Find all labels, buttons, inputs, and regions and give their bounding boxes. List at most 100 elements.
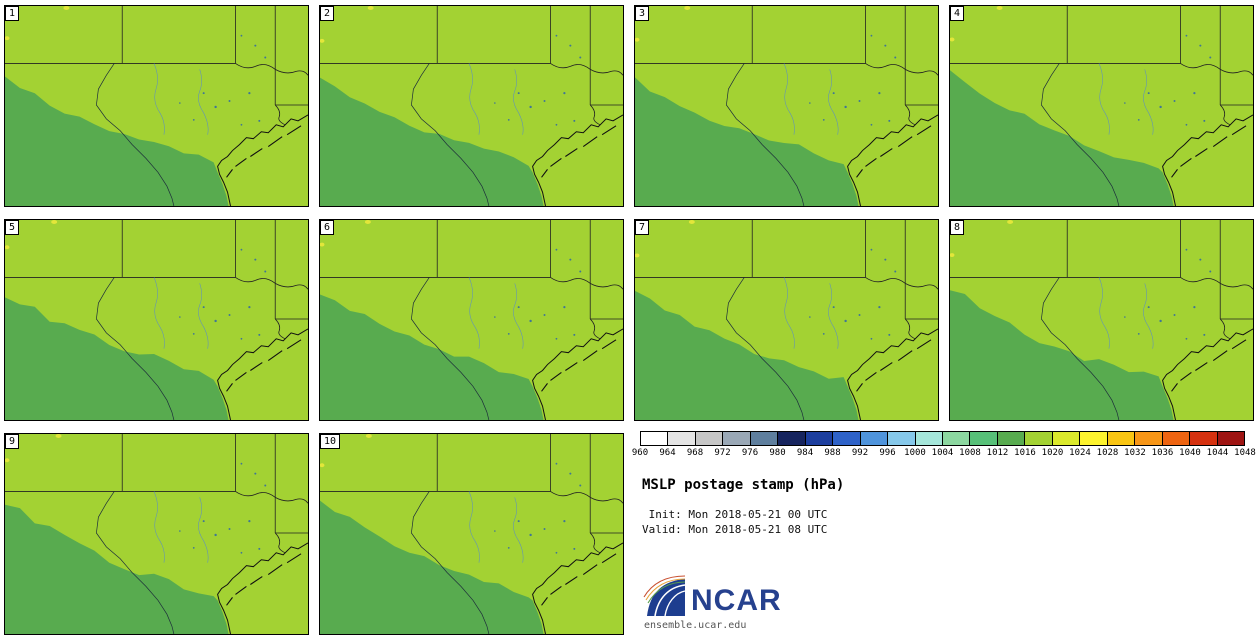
member-number: 8 — [950, 220, 965, 235]
colorbar-segment — [1217, 432, 1244, 445]
coastline — [532, 328, 623, 420]
coastline — [847, 328, 938, 420]
pressure-field-dark — [950, 290, 1174, 420]
colorbar-segment — [888, 432, 916, 445]
colorbar-tick-labels: 960 964 968 972 976 980 984 988 992 996 1000 1004 10… — [632, 448, 1256, 460]
sabine-river — [274, 318, 286, 340]
colorbar-tick: 1008 — [959, 448, 981, 458]
colorbar-segment — [695, 432, 724, 445]
rio-grande-river — [96, 277, 175, 420]
lakes — [494, 462, 582, 554]
colorbar-segment — [750, 432, 779, 445]
ensemble-member-panel: 5 — [4, 219, 309, 421]
lakes — [809, 248, 897, 340]
coastline — [217, 542, 308, 634]
rivers — [468, 63, 524, 135]
red-river — [235, 277, 308, 290]
barrier-islands — [226, 125, 302, 178]
colorbar-tick: 1044 — [1206, 448, 1229, 458]
mslp-map — [5, 220, 308, 420]
member-number: 3 — [635, 6, 650, 21]
sabine-river — [589, 318, 601, 340]
rio-grande-river — [96, 491, 175, 634]
mslp-map — [635, 6, 938, 206]
colorbar-tick: 968 — [686, 448, 704, 458]
rivers — [153, 63, 209, 135]
colorbar-segment — [942, 432, 971, 445]
state-borders — [635, 6, 938, 126]
barrier-islands — [541, 553, 617, 606]
red-river — [550, 277, 623, 290]
red-river — [235, 491, 308, 504]
mslp-map — [635, 220, 938, 420]
barrier-islands — [541, 125, 617, 178]
sabine-river — [274, 532, 286, 554]
pressure-field-dark — [635, 77, 859, 206]
sabine-river — [1219, 318, 1231, 340]
sabine-river — [1219, 104, 1231, 126]
lakes — [1124, 34, 1212, 126]
red-river — [1180, 63, 1253, 76]
member-number: 2 — [320, 6, 335, 21]
rio-grande-river — [411, 277, 490, 420]
member-number: 9 — [5, 434, 20, 449]
colorbar-tick: 976 — [741, 448, 759, 458]
lakes — [494, 248, 582, 340]
pressure-field-dark — [5, 297, 229, 420]
barrier-islands — [226, 553, 302, 606]
coastline — [217, 328, 308, 420]
ensemble-member-panel: 8 — [949, 219, 1254, 421]
rivers — [153, 277, 209, 349]
member-number: 6 — [320, 220, 335, 235]
colorbar — [640, 431, 1245, 446]
ensemble-member-panel: 10 — [319, 433, 624, 635]
barrier-islands — [856, 125, 932, 178]
red-river — [1180, 277, 1253, 290]
colorbar-tick: 1040 — [1179, 448, 1201, 458]
lakes — [179, 248, 267, 340]
colorbar-tick: 964 — [659, 448, 676, 458]
colorbar-tick: 992 — [851, 448, 869, 458]
barrier-islands — [541, 339, 617, 392]
mslp-map — [320, 434, 623, 634]
mslp-map — [320, 6, 623, 206]
barrier-islands — [856, 339, 932, 392]
colorbar-segment — [723, 432, 751, 445]
colorbar-tick: 1016 — [1014, 448, 1036, 458]
pressure-field-dark — [320, 294, 544, 420]
member-number: 5 — [5, 220, 20, 235]
coastline — [532, 114, 623, 206]
ensemble-member-panel: 6 — [319, 219, 624, 421]
colorbar-segment — [1052, 432, 1081, 445]
colorbar-tick: 980 — [769, 448, 786, 458]
state-borders — [635, 220, 938, 340]
colorbar-tick: 960 — [631, 448, 649, 458]
red-river — [865, 63, 938, 76]
mslp-map — [950, 220, 1253, 420]
sabine-river — [904, 104, 916, 126]
ensemble-member-panel: 9 — [4, 433, 309, 635]
ncar-logo: NCAR — [642, 575, 862, 621]
state-borders — [320, 220, 623, 340]
colorbar-segment — [997, 432, 1026, 445]
rivers — [468, 491, 524, 563]
colorbar-tick: 988 — [824, 448, 841, 458]
rio-grande-river — [96, 63, 175, 206]
colorbar-segment — [970, 432, 998, 445]
member-number: 7 — [635, 220, 650, 235]
sabine-river — [274, 104, 286, 126]
red-river — [235, 63, 308, 76]
red-river — [550, 491, 623, 504]
colorbar-segment — [778, 432, 806, 445]
init-time: Init: Mon 2018-05-21 00 UTC — [642, 508, 828, 521]
rio-grande-river — [411, 491, 490, 634]
rivers — [1098, 277, 1154, 349]
pressure-field-dark — [320, 77, 544, 206]
coastline — [532, 542, 623, 634]
colorbar-segment — [1190, 432, 1218, 445]
ncar-logo-arc2 — [664, 590, 686, 617]
rio-grande-river — [411, 63, 490, 206]
sabine-river — [589, 104, 601, 126]
colorbar-segment — [860, 432, 889, 445]
